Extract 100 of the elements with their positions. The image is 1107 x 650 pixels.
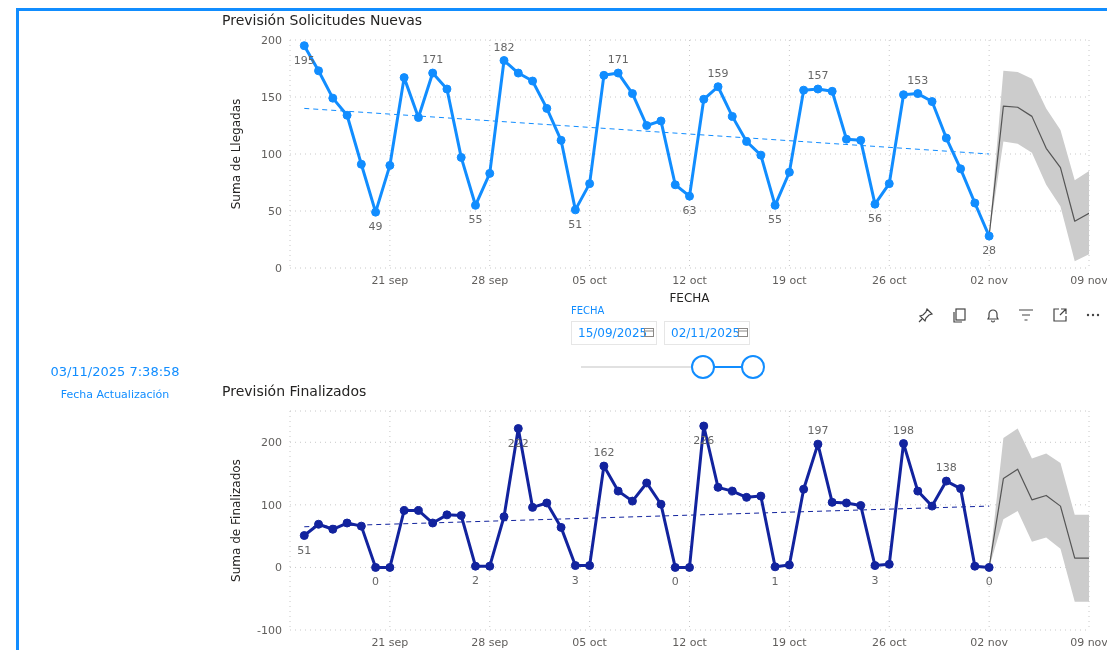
point [913,486,923,496]
point [856,500,866,510]
point [685,191,694,201]
point [984,562,994,572]
text: 03/11/2025 7:38:58 [49,364,181,379]
point [399,505,409,515]
x-tick-label: 28 sep [471,635,509,649]
data-label: 51 [568,217,583,231]
point [413,113,423,123]
point [513,424,523,434]
point [813,84,823,94]
x-tick-label: 09 nov [1070,273,1107,287]
point [513,68,523,78]
x-tick-label: 21 sep [371,635,409,649]
x-tick-label: 19 oct [772,635,808,649]
point [485,168,495,178]
point [570,561,580,571]
point [314,519,324,529]
point [299,531,309,541]
data-label: 197 [807,424,829,438]
point [656,116,666,126]
point [713,482,723,492]
point [328,524,338,534]
data-label: 0 [372,575,380,589]
y-tick-label: 200 [261,33,282,47]
point [499,512,509,522]
data-label: 171 [607,53,629,67]
data-label: 56 [867,212,882,226]
data-label: 28 [982,244,997,258]
point [670,562,680,572]
point [813,439,823,449]
point [827,497,837,507]
data-label: 49 [368,220,383,234]
point [356,521,366,531]
y-tick-label: 50 [268,204,282,218]
y-tick-label: 200 [261,436,282,450]
data-label: 138 [935,461,957,475]
point [627,89,637,99]
point [899,90,909,100]
point [699,421,709,431]
data-label: 182 [493,40,515,54]
point [841,498,851,508]
data-label: 0 [671,575,679,589]
x-tick-label: 19 oct [772,273,808,287]
point [841,134,851,144]
point [328,93,338,103]
x-tick-label: 21 sep [371,273,409,287]
data-label: 198 [893,423,915,437]
point [799,85,809,95]
y-tick-label: 0 [275,561,282,575]
point [856,135,866,145]
point [742,136,752,146]
y-tick-label: 100 [261,498,282,512]
point [713,82,723,92]
chart-title: Previsión Finalizados [222,383,368,401]
point [314,66,324,76]
point [941,476,951,486]
point [470,200,480,210]
data-label: 159 [707,66,729,80]
point [827,86,837,96]
y-tick-label: -100 [257,623,282,637]
point [927,97,937,107]
point [356,159,366,169]
point [442,84,452,94]
point [413,505,423,515]
point [799,484,809,494]
point [585,179,595,189]
x-tick-label: 02 nov [970,635,1009,649]
point [770,562,780,572]
point [528,76,538,86]
data-label: 3 [871,573,879,587]
point [428,68,438,78]
x-tick-label: 05 oct [572,635,608,649]
data-label: 171 [422,53,444,67]
point [784,560,794,570]
point [941,133,951,143]
point [456,152,466,162]
point [613,68,623,78]
point [870,199,880,209]
data-label: 51 [297,543,312,557]
point [371,207,381,217]
point [927,501,937,511]
data-label: 0 [985,575,993,589]
point [342,110,352,120]
point [599,461,609,471]
y-axis-title: Suma de Llegadas [229,98,244,210]
point [428,518,438,528]
point [727,111,737,121]
data-label: 55 [768,213,783,227]
point [399,73,409,83]
point [656,499,666,509]
point [956,164,966,174]
data-label: 63 [682,204,697,218]
point [884,559,894,569]
x-tick-label: 12 oct [672,635,708,649]
point [570,205,580,215]
y-axis-title: Suma de Finalizados [229,459,244,582]
text: Fecha Actualización [59,388,171,401]
x-tick-label: 12 oct [672,273,708,287]
text: 15/09/2025 [571,321,657,345]
